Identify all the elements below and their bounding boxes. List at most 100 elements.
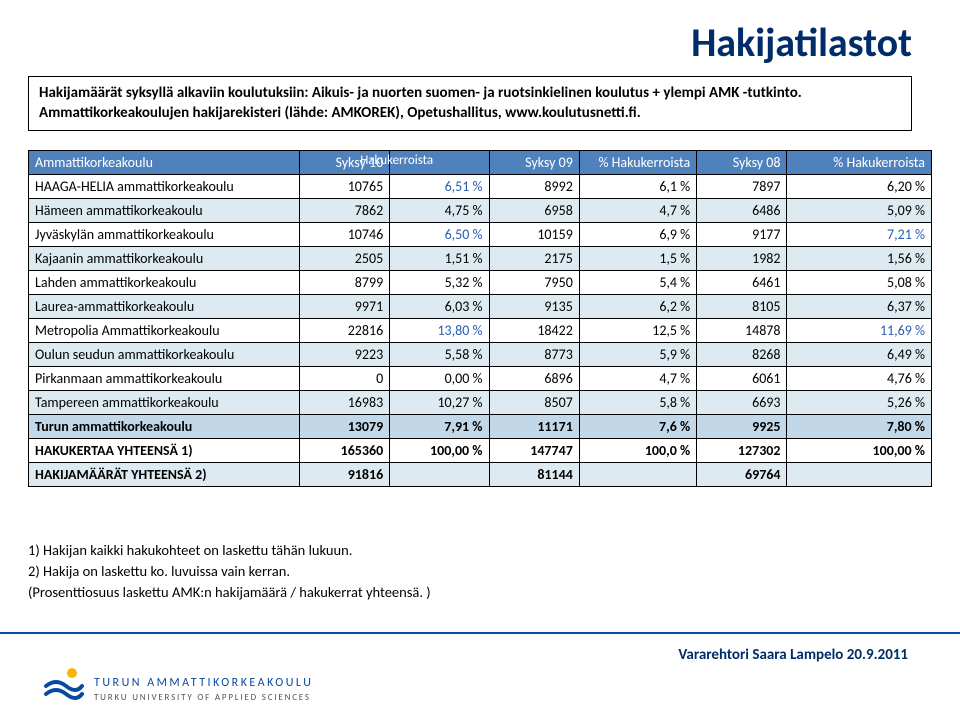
table-cell: 2175 bbox=[489, 247, 579, 271]
logo-text-fi: TURUN AMMATTIKORKEAKOULU bbox=[94, 677, 313, 690]
table-cell: 10,27 % bbox=[390, 391, 489, 415]
table-cell: 8507 bbox=[489, 391, 579, 415]
table-cell: 9971 bbox=[299, 295, 389, 319]
desc-line-2: Ammattikorkeakoulujen hakijarekisteri (l… bbox=[39, 103, 901, 123]
page-title: Hakijatilastot bbox=[691, 18, 912, 67]
table-cell: 10765 bbox=[299, 175, 389, 199]
desc-line-1: Hakijamäärät syksyllä alkaviin koulutuks… bbox=[39, 83, 901, 103]
table-cell: 10746 bbox=[299, 223, 389, 247]
table-cell: 4,7 % bbox=[579, 367, 696, 391]
table-cell: 7,21 % bbox=[787, 223, 932, 247]
table-cell: 100,00 % bbox=[787, 439, 932, 463]
table-cell: 10159 bbox=[489, 223, 579, 247]
description-box: Hakijamäärät syksyllä alkaviin koulutuks… bbox=[28, 76, 912, 131]
table-row: Pirkanmaan ammattikorkeakoulu00,00 %6896… bbox=[29, 367, 932, 391]
table-cell: Turun ammattikorkeakoulu bbox=[29, 415, 300, 439]
table-cell: 8105 bbox=[697, 295, 787, 319]
table-cell: 6958 bbox=[489, 199, 579, 223]
table-cell: 0 bbox=[299, 367, 389, 391]
table-cell: 13079 bbox=[299, 415, 389, 439]
table-cell: HAKIJAMÄÄRÄT YHTEENSÄ 2) bbox=[29, 463, 300, 487]
table-cell: 6,20 % bbox=[787, 175, 932, 199]
table-cell: 4,75 % bbox=[390, 199, 489, 223]
logo-icon bbox=[42, 660, 84, 702]
table-header-row: AmmattikorkeakouluSyksy 10%Hakukerroista… bbox=[29, 151, 932, 175]
table-cell: 6,1 % bbox=[579, 175, 696, 199]
table-cell: 7950 bbox=[489, 271, 579, 295]
table-cell: 100,00 % bbox=[390, 439, 489, 463]
table-cell: Kajaanin ammattikorkeakoulu bbox=[29, 247, 300, 271]
table-cell: 9223 bbox=[299, 343, 389, 367]
table-row: Hämeen ammattikorkeakoulu78624,75 %69584… bbox=[29, 199, 932, 223]
table-cell: 9925 bbox=[697, 415, 787, 439]
table-cell bbox=[390, 463, 489, 487]
table-cell: 5,26 % bbox=[787, 391, 932, 415]
table-cell: 5,32 % bbox=[390, 271, 489, 295]
logo: TURUN AMMATTIKORKEAKOULU TURKU UNIVERSIT… bbox=[42, 660, 313, 702]
table-cell: 91816 bbox=[299, 463, 389, 487]
table-row: HAAGA-HELIA ammattikorkeakoulu107656,51 … bbox=[29, 175, 932, 199]
table-row: Lahden ammattikorkeakoulu87995,32 %79505… bbox=[29, 271, 932, 295]
table-cell: 100,0 % bbox=[579, 439, 696, 463]
table-cell: 5,4 % bbox=[579, 271, 696, 295]
table-cell: 22816 bbox=[299, 319, 389, 343]
table-cell: 8773 bbox=[489, 343, 579, 367]
table-cell: 127302 bbox=[697, 439, 787, 463]
table-cell: 147747 bbox=[489, 439, 579, 463]
table-cell: 7,80 % bbox=[787, 415, 932, 439]
table-cell: 8268 bbox=[697, 343, 787, 367]
table-cell: 11,69 % bbox=[787, 319, 932, 343]
table-cell: Metropolia Ammattikorkeakoulu bbox=[29, 319, 300, 343]
note-3: (Prosenttiosuus laskettu AMK:n hakijamää… bbox=[28, 582, 431, 603]
table-cell: 9177 bbox=[697, 223, 787, 247]
table-row: Laurea-ammattikorkeakoulu99716,03 %91356… bbox=[29, 295, 932, 319]
table-cell: 13,80 % bbox=[390, 319, 489, 343]
desc-link: www.koulutusnetti.fi bbox=[505, 104, 637, 122]
table-header-cell: % Hakukerroista bbox=[579, 151, 696, 175]
footer: TURUN AMMATTIKORKEAKOULU TURKU UNIVERSIT… bbox=[0, 634, 960, 720]
table-cell: 5,09 % bbox=[787, 199, 932, 223]
table-cell: 0,00 % bbox=[390, 367, 489, 391]
table-cell: 1,5 % bbox=[579, 247, 696, 271]
table-cell: 18422 bbox=[489, 319, 579, 343]
table-header-cell: Syksy 09 bbox=[489, 151, 579, 175]
table-cell: Pirkanmaan ammattikorkeakoulu bbox=[29, 367, 300, 391]
table-cell: 11171 bbox=[489, 415, 579, 439]
table-row: Oulun seudun ammattikorkeakoulu92235,58 … bbox=[29, 343, 932, 367]
table-header-cell: %Hakukerroista bbox=[390, 151, 489, 175]
table-cell: 6,37 % bbox=[787, 295, 932, 319]
table-notes: 1) Hakijan kaikki hakukohteet on laskett… bbox=[28, 540, 431, 603]
table-cell: 7,91 % bbox=[390, 415, 489, 439]
note-1: 1) Hakijan kaikki hakukohteet on laskett… bbox=[28, 540, 431, 561]
table-cell: 6,51 % bbox=[390, 175, 489, 199]
table-row: Turun ammattikorkeakoulu130797,91 %11171… bbox=[29, 415, 932, 439]
desc-line-2-prefix: Ammattikorkeakoulujen hakijarekisteri (l… bbox=[39, 104, 505, 122]
table-row: HAKIJAMÄÄRÄT YHTEENSÄ 2)918168114469764 bbox=[29, 463, 932, 487]
table-cell: 6693 bbox=[697, 391, 787, 415]
table-cell bbox=[787, 463, 932, 487]
note-2: 2) Hakija on laskettu ko. luvuissa vain … bbox=[28, 561, 431, 582]
table-cell bbox=[579, 463, 696, 487]
table-cell: 5,8 % bbox=[579, 391, 696, 415]
table-cell: 2505 bbox=[299, 247, 389, 271]
table-cell: 6461 bbox=[697, 271, 787, 295]
table-row: Kajaanin ammattikorkeakoulu25051,51 %217… bbox=[29, 247, 932, 271]
table-header-cell: % Hakukerroista bbox=[787, 151, 932, 175]
table-cell: 14878 bbox=[697, 319, 787, 343]
table-cell: Jyväskylän ammattikorkeakoulu bbox=[29, 223, 300, 247]
table-cell: 4,7 % bbox=[579, 199, 696, 223]
table-cell: 6,03 % bbox=[390, 295, 489, 319]
table-cell: Laurea-ammattikorkeakoulu bbox=[29, 295, 300, 319]
table-cell: 5,9 % bbox=[579, 343, 696, 367]
data-table-wrap: AmmattikorkeakouluSyksy 10%Hakukerroista… bbox=[28, 150, 932, 487]
table-cell: 81144 bbox=[489, 463, 579, 487]
table-cell: 6,2 % bbox=[579, 295, 696, 319]
table-cell: 6896 bbox=[489, 367, 579, 391]
table-row: Tampereen ammattikorkeakoulu1698310,27 %… bbox=[29, 391, 932, 415]
table-row: Jyväskylän ammattikorkeakoulu107466,50 %… bbox=[29, 223, 932, 247]
table-cell: 1,51 % bbox=[390, 247, 489, 271]
table-cell: 165360 bbox=[299, 439, 389, 463]
table-cell: 6486 bbox=[697, 199, 787, 223]
table-cell: 1982 bbox=[697, 247, 787, 271]
table-cell: 7897 bbox=[697, 175, 787, 199]
